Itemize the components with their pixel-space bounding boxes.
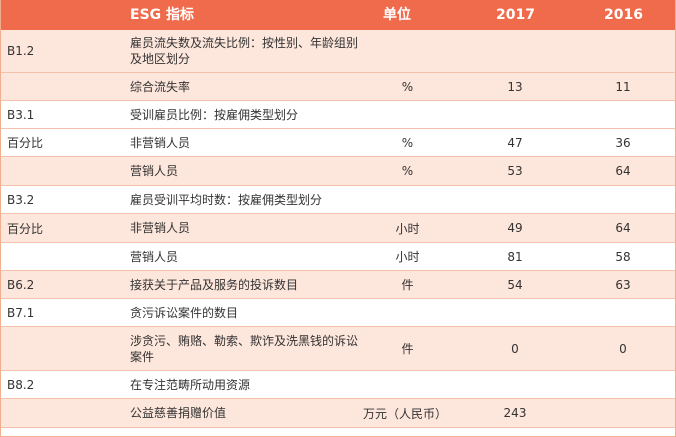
row-value-2016: 0 [619, 341, 627, 356]
row-value-2017: 54 [507, 277, 523, 292]
row-label: 涉贪污、贿赂、勒索、欺诈及洗黑钱的诉讼案件 [130, 333, 359, 364]
table-row: 综合流失率% 13 11 [1, 73, 675, 101]
row-unit: 小时 [395, 250, 420, 264]
row-code: B6.2 [7, 277, 35, 292]
row-value-2016 [571, 101, 675, 128]
row-unit [341, 101, 474, 128]
row-label: 公益慈善捐赠价值 [130, 406, 227, 420]
row-value-2016 [571, 186, 675, 213]
row-value-2017 [459, 186, 571, 213]
row-code: B3.1 [7, 107, 35, 122]
row-value-2017 [459, 30, 571, 72]
row-label: 营销人员 [130, 249, 179, 264]
table-body: B1.2 雇员流失数及流失比例：按性别、年龄组别及地区划分综合流失率% 13 11 B3… [1, 30, 675, 428]
row-code [7, 399, 107, 427]
row-code: B3.2 [7, 192, 35, 207]
row-label: 接获关于产品及服务的投诉数目 [130, 277, 299, 292]
row-code: 百分比 [7, 136, 44, 150]
table-row: 涉贪污、贿赂、勒索、欺诈及洗黑钱的诉讼案件 件 0 0 [1, 327, 675, 371]
row-unit: 件 [401, 342, 414, 356]
row-value-2016: 11 [615, 79, 631, 94]
row-label: 营销人员 [130, 164, 179, 178]
table-row: 百分比 非营销人员% 47 36 [1, 129, 675, 157]
row-unit: % [401, 79, 414, 94]
row-label: 雇员受训平均时数：按雇佣类型划分 [130, 192, 323, 207]
row-code: B1.2 [7, 44, 35, 58]
row-unit [341, 186, 474, 213]
row-code: 百分比 [7, 221, 44, 236]
row-value-2016 [571, 371, 675, 398]
header-unit: 单位 [383, 7, 411, 23]
row-unit [341, 30, 474, 72]
row-unit [341, 299, 474, 326]
header-2016: 2016 [604, 7, 643, 23]
table-header: ESG 指标 单位 2017 2016 [1, 0, 675, 30]
row-unit: % [401, 135, 414, 150]
row-unit [341, 371, 474, 398]
table-row: B6.2 接获关于产品及服务的投诉数目 件 54 63 [1, 271, 675, 299]
table-row: B3.1 受训雇员比例：按雇佣类型划分 [1, 101, 675, 129]
table-row: B3.2 雇员受训平均时数：按雇佣类型划分 [1, 186, 675, 214]
row-value-2016: 58 [615, 249, 631, 264]
row-code: B8.2 [7, 377, 35, 392]
row-value-2017: 47 [507, 135, 523, 150]
header-indicator: ESG 指标 [130, 7, 195, 23]
row-value-2017: 0 [511, 341, 519, 356]
row-value-2017: 49 [507, 221, 523, 235]
row-code [7, 327, 107, 370]
row-value-2016 [571, 30, 675, 72]
table-row: 百分比 非营销人员 小时 49 64 [1, 214, 675, 243]
table-row: 营销人员% 53 64 [1, 157, 675, 186]
row-code [7, 243, 107, 270]
row-value-2017 [459, 299, 571, 326]
row-label: 非营销人员 [130, 221, 191, 235]
table-row: 营销人员 小时 81 58 [1, 243, 675, 271]
row-value-2016: 36 [615, 135, 631, 150]
row-code [7, 157, 107, 185]
row-unit: 件 [401, 278, 414, 292]
row-label: 非营销人员 [130, 135, 191, 150]
table-row: B8.2 在专注范畴所动用资源 [1, 371, 675, 399]
table-row: B1.2 雇员流失数及流失比例：按性别、年龄组别及地区划分 [1, 30, 675, 73]
table-row: B7.1 贪污诉讼案件的数目 [1, 299, 675, 327]
row-label: 贪污诉讼案件的数目 [130, 305, 239, 320]
row-value-2017: 53 [507, 164, 523, 178]
row-value-2016: 64 [615, 221, 631, 235]
row-code: B7.1 [7, 305, 35, 320]
row-label: 受训雇员比例：按雇佣类型划分 [130, 107, 299, 122]
row-value-2017 [459, 371, 571, 398]
row-value-2016: 64 [615, 164, 631, 178]
row-value-2017: 81 [507, 249, 523, 264]
row-label: 在专注范畴所动用资源 [130, 377, 251, 392]
row-value-2016: 63 [615, 277, 631, 292]
row-value-2017: 13 [507, 79, 523, 94]
row-value-2017 [459, 101, 571, 128]
row-value-2017: 243 [503, 406, 527, 420]
row-unit: % [401, 164, 414, 178]
row-value-2016 [571, 399, 675, 427]
row-unit: 小时 [395, 221, 420, 236]
row-value-2016 [571, 299, 675, 326]
row-label: 综合流失率 [130, 79, 191, 94]
header-2017: 2017 [496, 7, 535, 23]
row-code [7, 73, 107, 100]
row-label: 雇员流失数及流失比例：按性别、年龄组别及地区划分 [130, 36, 359, 66]
row-unit: 万元（人民币） [363, 406, 448, 421]
table-row: 公益慈善捐赠价值 万元（人民币） 243 [1, 399, 675, 428]
